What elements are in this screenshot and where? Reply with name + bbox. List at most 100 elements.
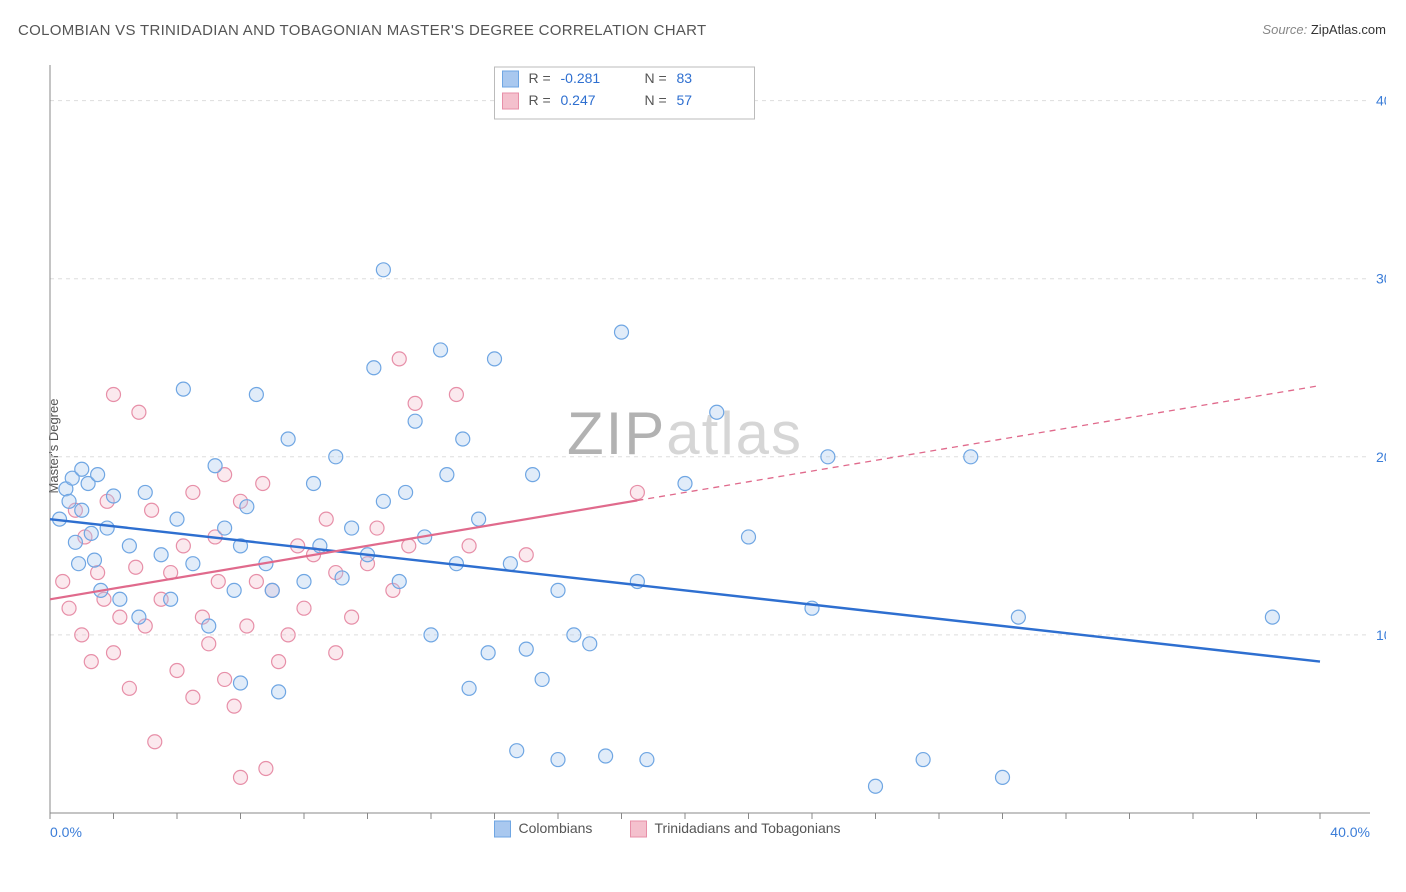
data-point	[170, 664, 184, 678]
data-point	[249, 574, 263, 588]
data-point	[281, 432, 295, 446]
stat-n-label: N =	[645, 70, 667, 86]
data-point	[91, 566, 105, 580]
legend-label: Colombians	[519, 820, 593, 836]
chart-title: COLOMBIAN VS TRINIDADIAN AND TOBAGONIAN …	[18, 22, 707, 39]
data-point	[170, 512, 184, 526]
data-point	[345, 521, 359, 535]
data-point	[84, 526, 98, 540]
legend-swatch	[503, 93, 519, 109]
data-point	[100, 521, 114, 535]
data-point	[307, 477, 321, 491]
x-label-left: 0.0%	[50, 824, 82, 840]
data-point	[1011, 610, 1025, 624]
data-point	[113, 610, 127, 624]
y-tick-label: 40.0%	[1376, 93, 1386, 109]
data-point	[87, 553, 101, 567]
data-point	[376, 494, 390, 508]
data-point	[297, 574, 311, 588]
stat-n-value: 57	[677, 92, 693, 108]
data-point	[449, 387, 463, 401]
data-point	[408, 414, 422, 428]
data-point	[202, 637, 216, 651]
legend-swatch	[503, 71, 519, 87]
y-tick-label: 10.0%	[1376, 627, 1386, 643]
data-point	[91, 468, 105, 482]
data-point	[462, 681, 476, 695]
data-point	[122, 681, 136, 695]
data-point	[526, 468, 540, 482]
data-point	[319, 512, 333, 526]
data-point	[272, 655, 286, 669]
y-tick-label: 20.0%	[1376, 449, 1386, 465]
data-point	[408, 396, 422, 410]
data-point	[488, 352, 502, 366]
data-point	[996, 770, 1010, 784]
source-value: ZipAtlas.com	[1311, 22, 1386, 37]
data-point	[329, 646, 343, 660]
data-point	[481, 646, 495, 660]
data-point	[211, 574, 225, 588]
data-point	[132, 405, 146, 419]
data-point	[68, 535, 82, 549]
data-point	[1265, 610, 1279, 624]
stat-r-label: R =	[529, 92, 551, 108]
data-point	[599, 749, 613, 763]
data-point	[462, 539, 476, 553]
data-point	[107, 646, 121, 660]
stat-r-value: -0.281	[561, 70, 601, 86]
stat-n-value: 83	[677, 70, 693, 86]
data-point	[145, 503, 159, 517]
data-point	[62, 601, 76, 615]
data-point	[186, 485, 200, 499]
data-point	[551, 583, 565, 597]
y-tick-label: 30.0%	[1376, 271, 1386, 287]
data-point	[630, 485, 644, 499]
data-point	[202, 619, 216, 633]
correlation-scatter-chart: 10.0% 20.0% 30.0% 40.0% 0.0% 40.0% ZIPatlas R =…	[40, 55, 1386, 845]
data-point	[259, 761, 273, 775]
data-point	[265, 583, 279, 597]
data-point	[678, 477, 692, 491]
data-point	[869, 779, 883, 793]
data-point	[964, 450, 978, 464]
stat-n-label: N =	[645, 92, 667, 108]
data-point	[640, 753, 654, 767]
data-point	[503, 557, 517, 571]
data-point	[434, 343, 448, 357]
data-point	[56, 574, 70, 588]
source-attribution: Source: ZipAtlas.com	[1262, 22, 1386, 37]
data-point	[154, 548, 168, 562]
data-point	[208, 459, 222, 473]
data-point	[240, 500, 254, 514]
data-point	[392, 352, 406, 366]
data-point	[567, 628, 581, 642]
watermark: ZIPatlas	[567, 400, 803, 467]
data-point	[519, 548, 533, 562]
data-point	[75, 462, 89, 476]
data-point	[227, 699, 241, 713]
stat-r-label: R =	[529, 70, 551, 86]
data-point	[107, 489, 121, 503]
data-point	[186, 690, 200, 704]
data-point	[84, 655, 98, 669]
data-point	[122, 539, 136, 553]
data-point	[710, 405, 724, 419]
data-point	[456, 432, 470, 446]
legend-label: Trinidadians and Tobagonians	[655, 820, 841, 836]
data-point	[186, 557, 200, 571]
data-point	[335, 571, 349, 585]
data-point	[329, 450, 343, 464]
data-point	[440, 468, 454, 482]
data-point	[138, 485, 152, 499]
data-point	[148, 735, 162, 749]
data-point	[916, 753, 930, 767]
data-point	[240, 619, 254, 633]
data-point	[176, 539, 190, 553]
data-point	[370, 521, 384, 535]
x-label-right: 40.0%	[1330, 824, 1370, 840]
data-point	[392, 574, 406, 588]
stat-r-value: 0.247	[561, 92, 596, 108]
data-point	[583, 637, 597, 651]
legend-swatch	[631, 821, 647, 837]
